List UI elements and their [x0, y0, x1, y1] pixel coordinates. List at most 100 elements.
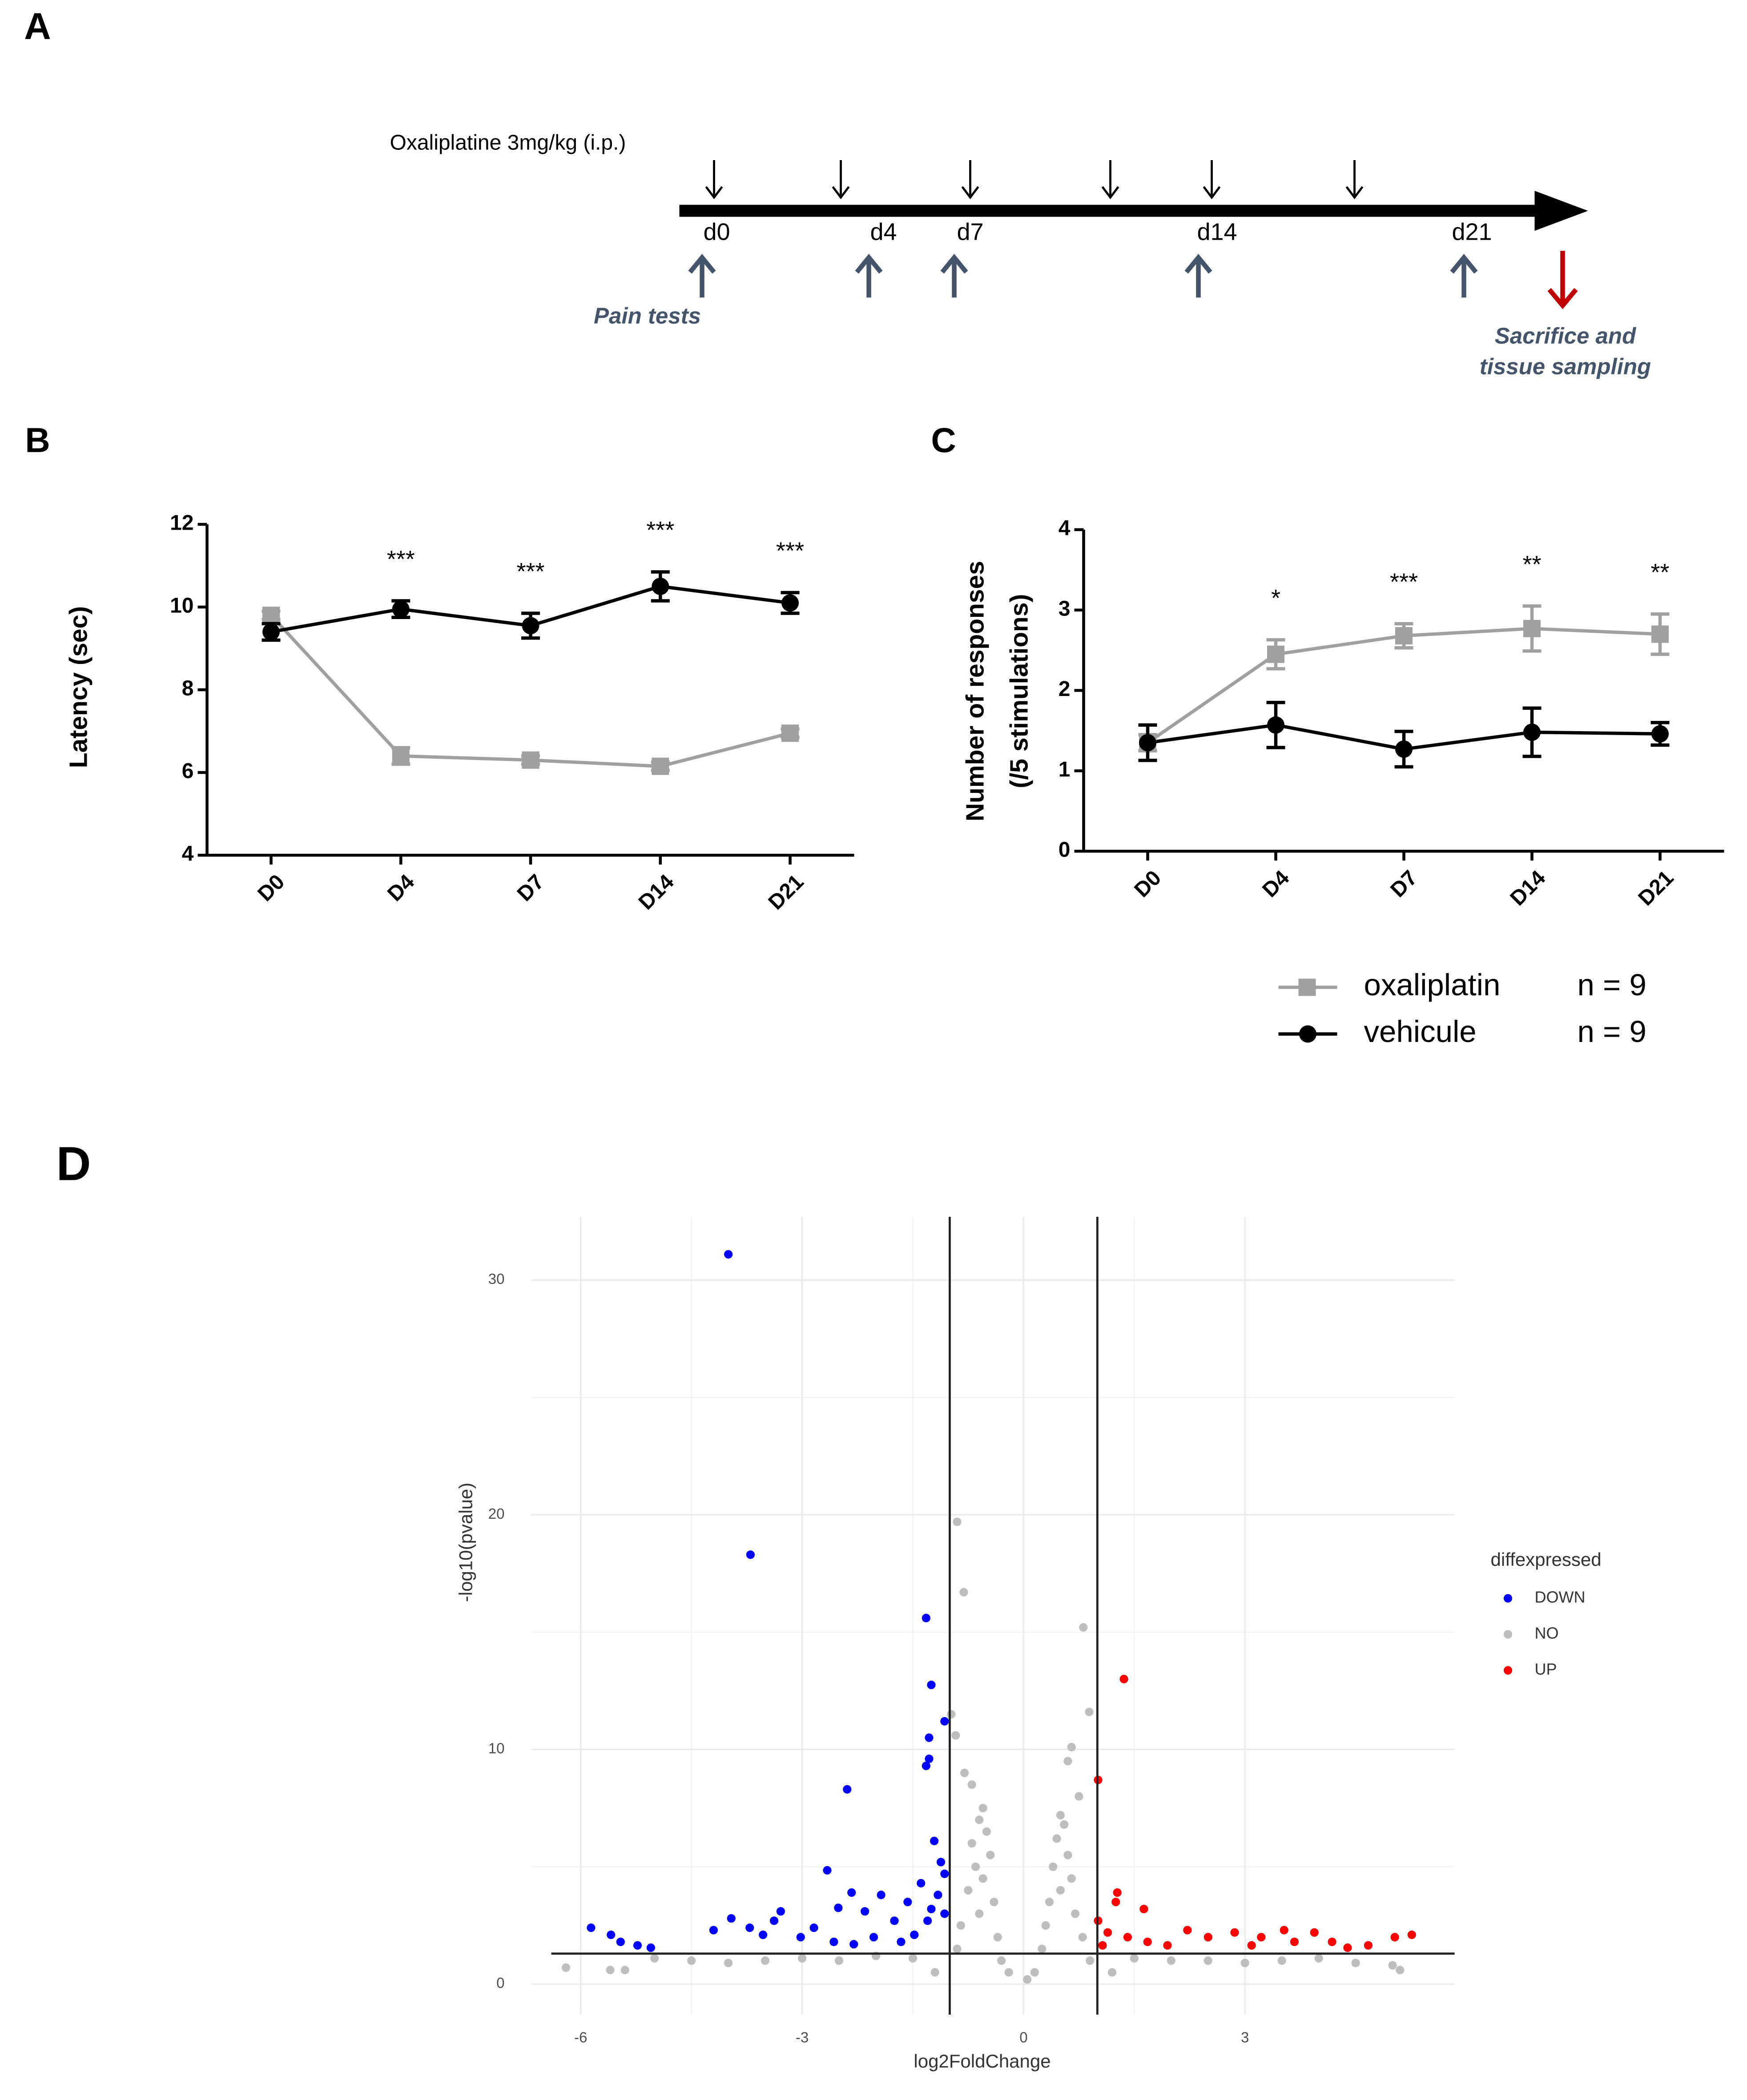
point [1343, 1943, 1352, 1952]
point [1103, 1928, 1112, 1937]
point [956, 1921, 965, 1930]
point [934, 1891, 942, 1899]
point [620, 1966, 629, 1975]
marker [262, 623, 280, 641]
point [587, 1923, 596, 1932]
marker [1139, 734, 1156, 752]
point [823, 1866, 832, 1875]
point [1041, 1921, 1050, 1930]
point [1049, 1862, 1058, 1871]
marker [1651, 725, 1669, 743]
point [1351, 1959, 1360, 1967]
point [953, 1944, 962, 1953]
end-label: tissue sampling [1480, 354, 1651, 379]
y-tick-label: 2 [1059, 677, 1071, 701]
point [1119, 1674, 1128, 1684]
y-tick-label: 6 [182, 760, 194, 783]
tests-label: Pain tests [594, 303, 701, 328]
point [687, 1956, 696, 1965]
day-label: d0 [703, 218, 730, 245]
point [646, 1943, 655, 1952]
y-tick-label: 0 [496, 1975, 504, 1991]
point [1123, 1933, 1132, 1942]
point [897, 1937, 906, 1947]
point [975, 1909, 984, 1918]
legend-marker [1298, 978, 1316, 996]
marker [781, 594, 799, 612]
point [922, 1613, 930, 1622]
point [1139, 1904, 1148, 1914]
point [761, 1956, 770, 1965]
point [990, 1898, 998, 1907]
point [1280, 1926, 1288, 1935]
point [834, 1903, 843, 1912]
point [964, 1886, 973, 1895]
point [951, 1731, 960, 1740]
panel-label: A [24, 5, 51, 47]
point [967, 1839, 976, 1848]
point [930, 1968, 939, 1977]
marker [652, 578, 669, 595]
x-tick-label: -3 [796, 2029, 809, 2046]
point [724, 1250, 733, 1259]
day-label: d21 [1452, 218, 1492, 245]
point [561, 1963, 571, 1972]
point [796, 1933, 805, 1942]
marker [392, 747, 410, 765]
point [1056, 1886, 1065, 1895]
point [847, 1888, 856, 1897]
point [1023, 1975, 1032, 1984]
marker [392, 600, 410, 618]
day-label: d7 [957, 218, 983, 245]
point [917, 1879, 926, 1888]
point [1078, 1933, 1087, 1942]
point [769, 1916, 779, 1925]
point [986, 1851, 995, 1859]
point [903, 1898, 912, 1907]
marker [1267, 645, 1284, 663]
x-tick-label: 0 [1019, 2029, 1027, 2046]
point [1085, 1707, 1094, 1716]
point [978, 1874, 987, 1883]
legend-marker [1503, 1666, 1513, 1675]
point [1063, 1851, 1072, 1859]
point [616, 1937, 625, 1947]
point [869, 1933, 878, 1942]
legend-marker [1503, 1630, 1513, 1639]
legend-label: NO [1535, 1624, 1559, 1642]
end-label: Sacrifice and [1495, 323, 1637, 348]
marker [1523, 620, 1541, 637]
point [975, 1815, 984, 1824]
marker [1395, 740, 1413, 758]
point [947, 1710, 956, 1719]
panel-label: B [25, 421, 50, 460]
point [724, 1959, 733, 1967]
point [1045, 1898, 1054, 1907]
point [746, 1550, 755, 1559]
point [829, 1937, 838, 1947]
point [925, 1754, 934, 1763]
significance: ** [1522, 551, 1541, 578]
panel-label: D [56, 1137, 91, 1191]
point [1143, 1937, 1152, 1947]
y-tick-label: 10 [488, 1740, 505, 1756]
marker [262, 607, 280, 624]
point [1247, 1941, 1256, 1950]
point [1328, 1937, 1336, 1947]
marker [522, 617, 539, 635]
point [834, 1956, 844, 1965]
point [1071, 1909, 1080, 1918]
point [910, 1931, 919, 1939]
point [1204, 1933, 1212, 1942]
point [1113, 1888, 1122, 1897]
y-tick-label: 8 [182, 677, 194, 700]
point [1038, 1944, 1047, 1953]
point [1111, 1898, 1120, 1907]
point [1167, 1956, 1175, 1965]
point [1056, 1810, 1065, 1820]
y-tick-label: 1 [1059, 758, 1071, 781]
point [936, 1858, 946, 1867]
